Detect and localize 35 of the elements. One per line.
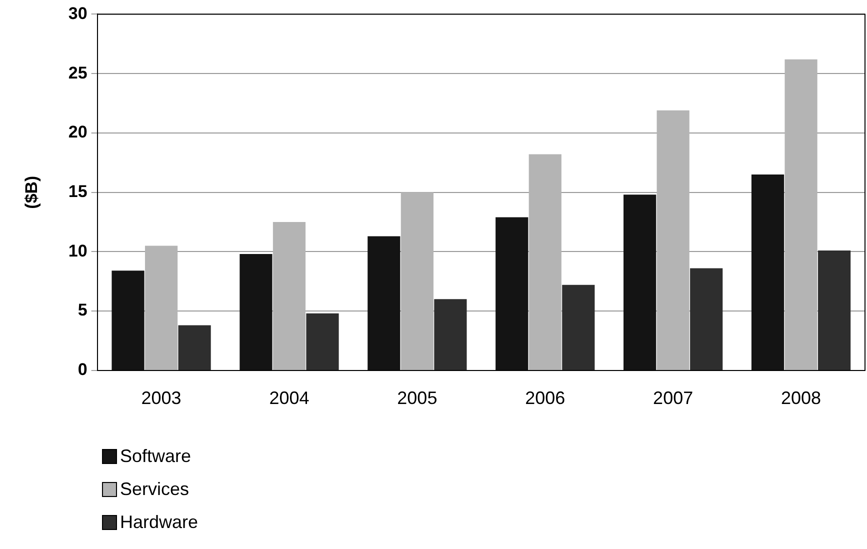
- bar: [818, 250, 851, 370]
- x-tick-label: 2006: [525, 388, 566, 408]
- y-axis-title: ($B): [22, 176, 41, 209]
- bar: [144, 246, 178, 370]
- bar: [690, 268, 723, 370]
- bar: [751, 174, 784, 370]
- x-tick-label: 2007: [653, 388, 694, 408]
- x-tick-label: 2008: [781, 388, 822, 408]
- y-tick-label: 5: [78, 300, 88, 320]
- y-tick-label: 30: [68, 4, 88, 23]
- legend-label: Hardware: [120, 512, 198, 533]
- x-tick-label: 2004: [269, 388, 310, 408]
- bar: [784, 59, 818, 370]
- x-tick-label: 2003: [141, 388, 182, 408]
- bar: [656, 110, 690, 370]
- y-tick-label: 0: [78, 360, 88, 380]
- bar: [528, 154, 562, 370]
- bar: [624, 194, 656, 370]
- bar: [272, 222, 306, 370]
- bar: [240, 254, 272, 370]
- y-tick-label: 15: [68, 182, 88, 201]
- bar: [306, 313, 339, 370]
- bar: [496, 217, 528, 370]
- bar: [434, 299, 467, 370]
- legend-label: Software: [120, 446, 192, 467]
- x-tick-label: 2005: [397, 388, 438, 408]
- y-tick-label: 20: [68, 122, 88, 142]
- bar: [112, 270, 144, 370]
- bar: [368, 236, 400, 370]
- bar: [178, 325, 211, 370]
- legend-label: Services: [120, 479, 190, 500]
- y-tick-label: 10: [68, 241, 88, 260]
- y-tick-label: 25: [68, 63, 88, 82]
- bar: [400, 192, 434, 370]
- bar: [562, 284, 595, 370]
